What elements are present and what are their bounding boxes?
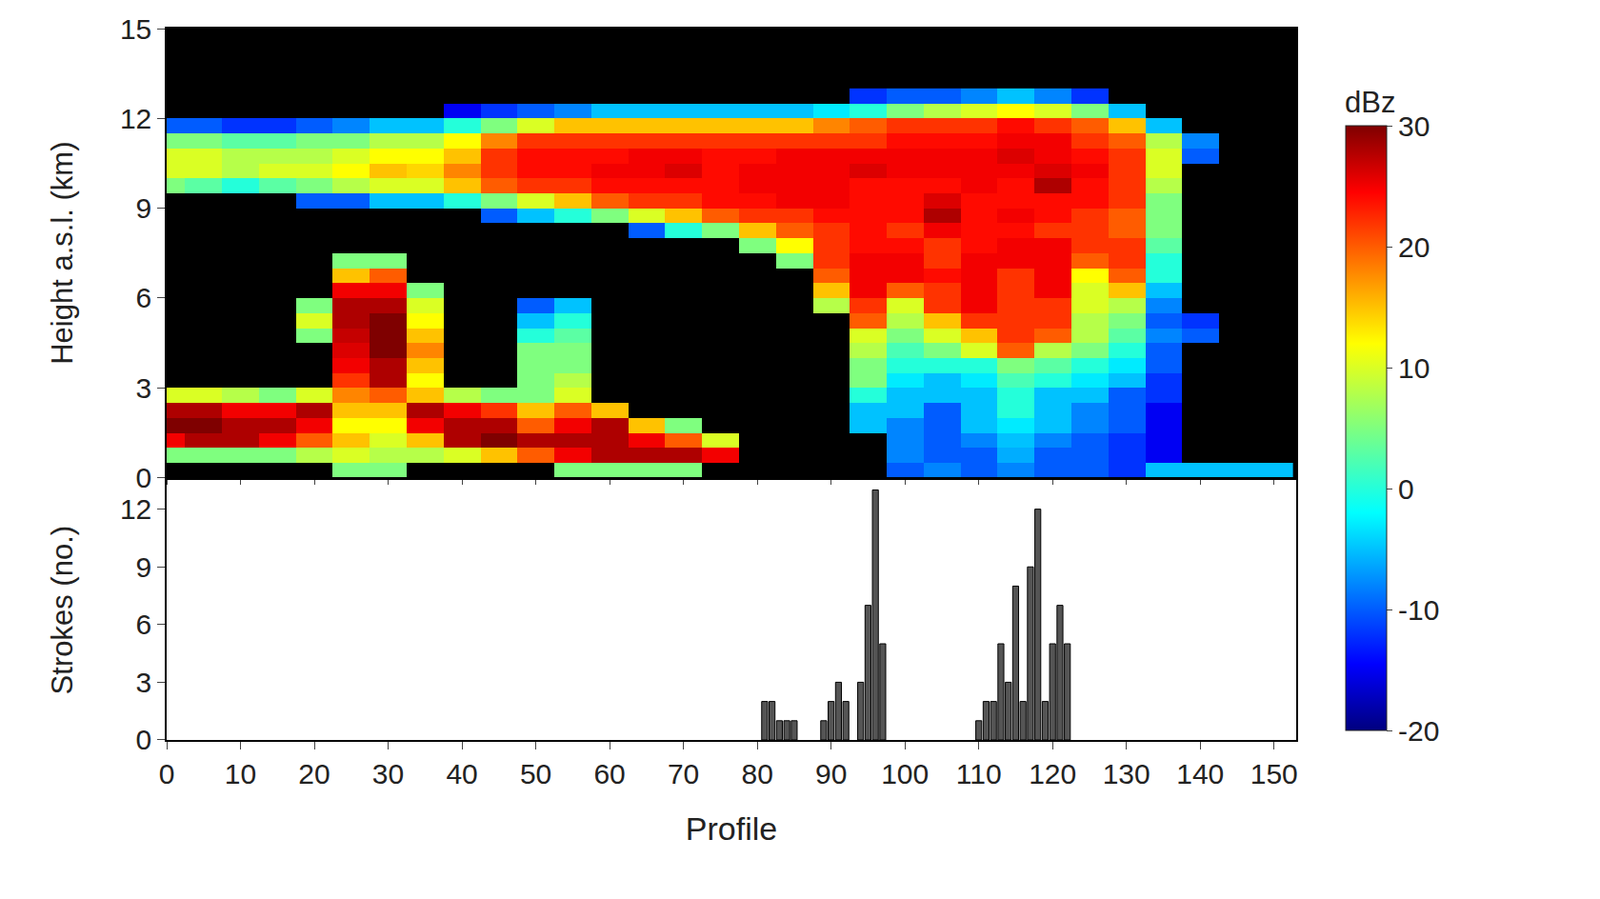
svg-text:0: 0 <box>1398 473 1415 505</box>
svg-text:6: 6 <box>136 608 153 640</box>
svg-text:Height a.s.l. (km): Height a.s.l. (km) <box>45 141 80 365</box>
svg-text:150: 150 <box>1250 758 1299 790</box>
svg-text:110: 110 <box>956 758 1002 790</box>
svg-text:6: 6 <box>136 281 153 314</box>
svg-text:50: 50 <box>520 758 552 790</box>
svg-text:0: 0 <box>136 461 153 494</box>
svg-text:60: 60 <box>593 758 625 790</box>
svg-text:-10: -10 <box>1398 594 1440 626</box>
svg-text:140: 140 <box>1176 758 1224 790</box>
svg-text:15: 15 <box>120 13 152 45</box>
svg-text:30: 30 <box>372 758 404 790</box>
svg-text:100: 100 <box>880 758 929 790</box>
svg-text:120: 120 <box>1028 758 1077 790</box>
svg-text:10: 10 <box>1398 352 1430 384</box>
svg-text:3: 3 <box>136 666 153 699</box>
svg-text:80: 80 <box>740 758 773 790</box>
svg-text:Strokes (no.): Strokes (no.) <box>45 525 80 695</box>
svg-text:20: 20 <box>1398 231 1430 263</box>
svg-text:9: 9 <box>136 192 153 224</box>
svg-text:12: 12 <box>120 102 152 135</box>
svg-text:12: 12 <box>120 493 152 525</box>
svg-text:130: 130 <box>1102 758 1151 790</box>
svg-text:10: 10 <box>224 758 257 790</box>
svg-text:Profile: Profile <box>685 810 778 847</box>
svg-text:9: 9 <box>136 551 153 583</box>
svg-text:dBz: dBz <box>1344 85 1396 120</box>
svg-text:3: 3 <box>136 372 153 404</box>
svg-text:70: 70 <box>667 758 700 790</box>
svg-text:30: 30 <box>1398 110 1430 142</box>
svg-text:40: 40 <box>445 758 478 790</box>
svg-text:-20: -20 <box>1398 715 1440 747</box>
svg-text:0: 0 <box>159 758 176 790</box>
svg-text:0: 0 <box>136 723 153 756</box>
svg-text:20: 20 <box>298 758 330 790</box>
svg-text:90: 90 <box>815 758 847 790</box>
